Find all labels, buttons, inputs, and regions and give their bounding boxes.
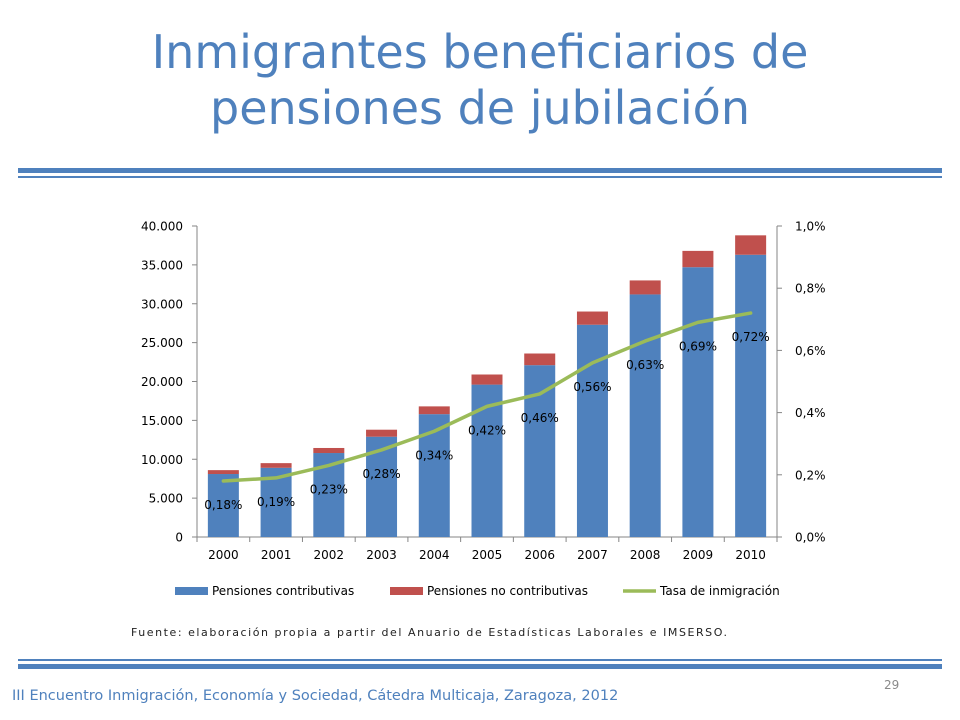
legend-label-no-contributivas: Pensiones no contributivas	[427, 584, 588, 598]
data-label-tasa: 0,42%	[468, 423, 506, 437]
chart-svg: 0 5.000 10.000 15.000 20.000 25.000 30.000 35.0…	[141, 220, 826, 599]
data-label-tasa: 0,69%	[679, 339, 717, 353]
y-right-tick-label: 0,8%	[795, 282, 826, 296]
x-tick-label: 2002	[314, 548, 345, 562]
x-tick-label: 2009	[683, 548, 714, 562]
bar-pensiones-contributivas	[735, 254, 767, 537]
source-note: Fuente: elaboración propia a partir del …	[131, 626, 729, 639]
x-tick-label: 2003	[366, 548, 397, 562]
x-tick-label: 2006	[524, 548, 555, 562]
data-label-tasa: 0,72%	[732, 330, 770, 344]
x-tick-label: 2004	[419, 548, 450, 562]
bar-pensiones-no-contributivas	[207, 470, 239, 475]
bar-pensiones-contributivas	[524, 365, 556, 537]
bar-pensiones-no-contributivas	[313, 447, 345, 454]
chart-container: 0 5.000 10.000 15.000 20.000 25.000 30.000 35.0…	[127, 196, 840, 620]
data-label-tasa: 0,28%	[362, 467, 400, 481]
slide-title: Inmigrantes beneficiarios de pensiones d…	[0, 24, 960, 136]
legend-label-tasa: Tasa de inmigración	[659, 584, 780, 598]
bar-pensiones-no-contributivas	[682, 250, 714, 268]
y-left-tick-label: 35.000	[141, 258, 183, 272]
slide-title-line-1: Inmigrantes beneficiarios de	[151, 25, 809, 79]
y-left-tick-label: 30.000	[141, 297, 183, 311]
x-tick-label: 2005	[472, 548, 503, 562]
bar-pensiones-contributivas	[207, 474, 239, 537]
y-right-tick-label: 0,2%	[795, 468, 826, 482]
data-label-tasa: 0,56%	[573, 380, 611, 394]
bar-pensiones-no-contributivas	[629, 280, 661, 295]
bar-pensiones-contributivas	[629, 294, 661, 537]
data-label-tasa: 0,19%	[257, 495, 295, 509]
data-label-tasa: 0,46%	[521, 411, 559, 425]
y-right-tick-label: 1,0%	[795, 220, 826, 234]
data-label-tasa: 0,18%	[204, 498, 242, 512]
top-divider-thick	[18, 168, 942, 173]
y-left-tick-label: 0	[175, 531, 183, 545]
x-tick-label: 2010	[735, 548, 766, 562]
bar-pensiones-no-contributivas	[576, 311, 608, 325]
y-right-tick-label: 0,6%	[795, 344, 826, 358]
bar-pensiones-no-contributivas	[524, 353, 556, 366]
x-tick-label: 2008	[630, 548, 661, 562]
data-label-tasa: 0,34%	[415, 448, 453, 462]
data-label-tasa: 0,23%	[310, 482, 348, 496]
data-label-tasa: 0,63%	[626, 358, 664, 372]
y-right-tick-label: 0,4%	[795, 406, 826, 420]
bar-pensiones-no-contributivas	[471, 374, 503, 385]
top-divider-thin	[18, 176, 942, 178]
y-left-tick-label: 20.000	[141, 375, 183, 389]
legend-swatch-contributivas	[175, 587, 208, 595]
x-tick-label: 2000	[208, 548, 239, 562]
y-left-tick-label: 5.000	[149, 492, 183, 506]
bar-pensiones-no-contributivas	[735, 235, 767, 255]
bottom-divider-thin	[18, 659, 942, 661]
x-tick-label: 2001	[261, 548, 292, 562]
y-left-tick-label: 10.000	[141, 453, 183, 467]
legend-label-contributivas: Pensiones contributivas	[212, 584, 354, 598]
bar-pensiones-contributivas	[682, 267, 714, 537]
y-left-tick-label: 40.000	[141, 220, 183, 234]
slide-title-line-2: pensiones de jubilación	[210, 81, 750, 135]
legend-swatch-no-contributivas	[390, 587, 423, 595]
page-number: 29	[884, 678, 900, 692]
bar-pensiones-no-contributivas	[418, 406, 450, 415]
x-tick-label: 2007	[577, 548, 608, 562]
bar-pensiones-no-contributivas	[366, 429, 398, 437]
footer-text: III Encuentro Inmigración, Economía y So…	[12, 688, 619, 704]
y-right-tick-label: 0,0%	[795, 531, 826, 545]
bar-pensiones-no-contributivas	[260, 463, 292, 468]
y-left-tick-label: 15.000	[141, 414, 183, 428]
y-left-tick-label: 25.000	[141, 336, 183, 350]
bottom-divider-thick	[18, 664, 942, 669]
